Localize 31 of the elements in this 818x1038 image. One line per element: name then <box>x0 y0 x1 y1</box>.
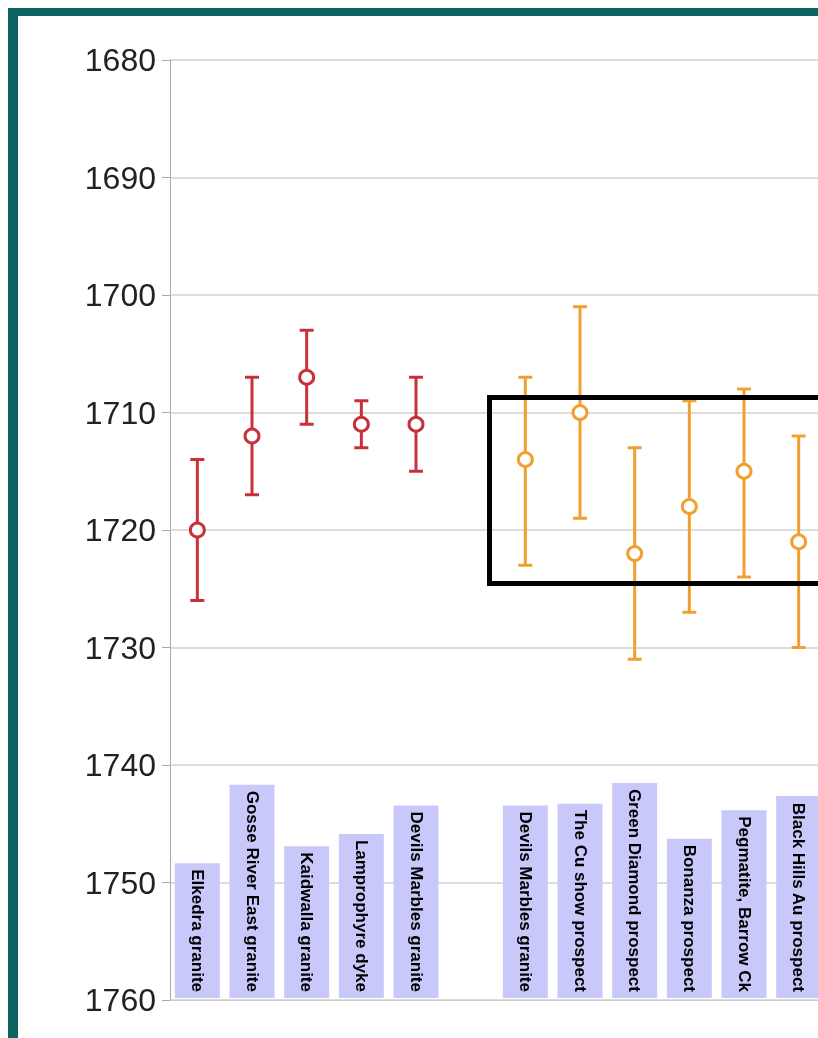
x-tick-label: Pegmatite, Barrow Ck <box>734 816 754 993</box>
x-tick-label: Elkedra granite <box>187 869 207 992</box>
y-tick-label: 1760 <box>84 982 156 1018</box>
y-tick-label: 1710 <box>84 394 156 431</box>
point <box>680 498 698 515</box>
point <box>790 533 808 551</box>
x-tick-label: Lamprophyre dyke <box>351 839 371 992</box>
x-tick-label: Green Diamond prospect <box>625 788 645 993</box>
y-tick-label: 1730 <box>84 629 156 666</box>
point <box>735 462 753 480</box>
y-tick-label: 1720 <box>84 512 156 548</box>
point <box>298 368 316 386</box>
point <box>352 415 370 433</box>
y-tick-label: 1700 <box>84 277 156 313</box>
x-tick-label: Bonanza prospect <box>679 844 699 993</box>
point <box>571 404 589 421</box>
x-tick-label: Devils Marbles granite <box>406 811 426 992</box>
x-tick-label: Kaidwalla granite <box>297 852 317 992</box>
x-tick-label: Black Hills Au prospect <box>789 802 809 993</box>
point <box>243 427 261 445</box>
x-tick-label: Devils Marbles granite <box>515 811 535 992</box>
x-tick-label: Gosse River East granite <box>242 790 262 992</box>
y-tick-label: 1680 <box>84 42 156 78</box>
point <box>626 545 644 562</box>
y-tick-label: 1750 <box>84 864 156 901</box>
y-tick-label: 1740 <box>84 747 156 783</box>
x-tick-label: The Cu show prospect <box>570 809 590 993</box>
point <box>516 451 534 468</box>
point <box>188 521 206 539</box>
y-tick-label: 1690 <box>84 159 156 196</box>
point <box>407 415 425 433</box>
